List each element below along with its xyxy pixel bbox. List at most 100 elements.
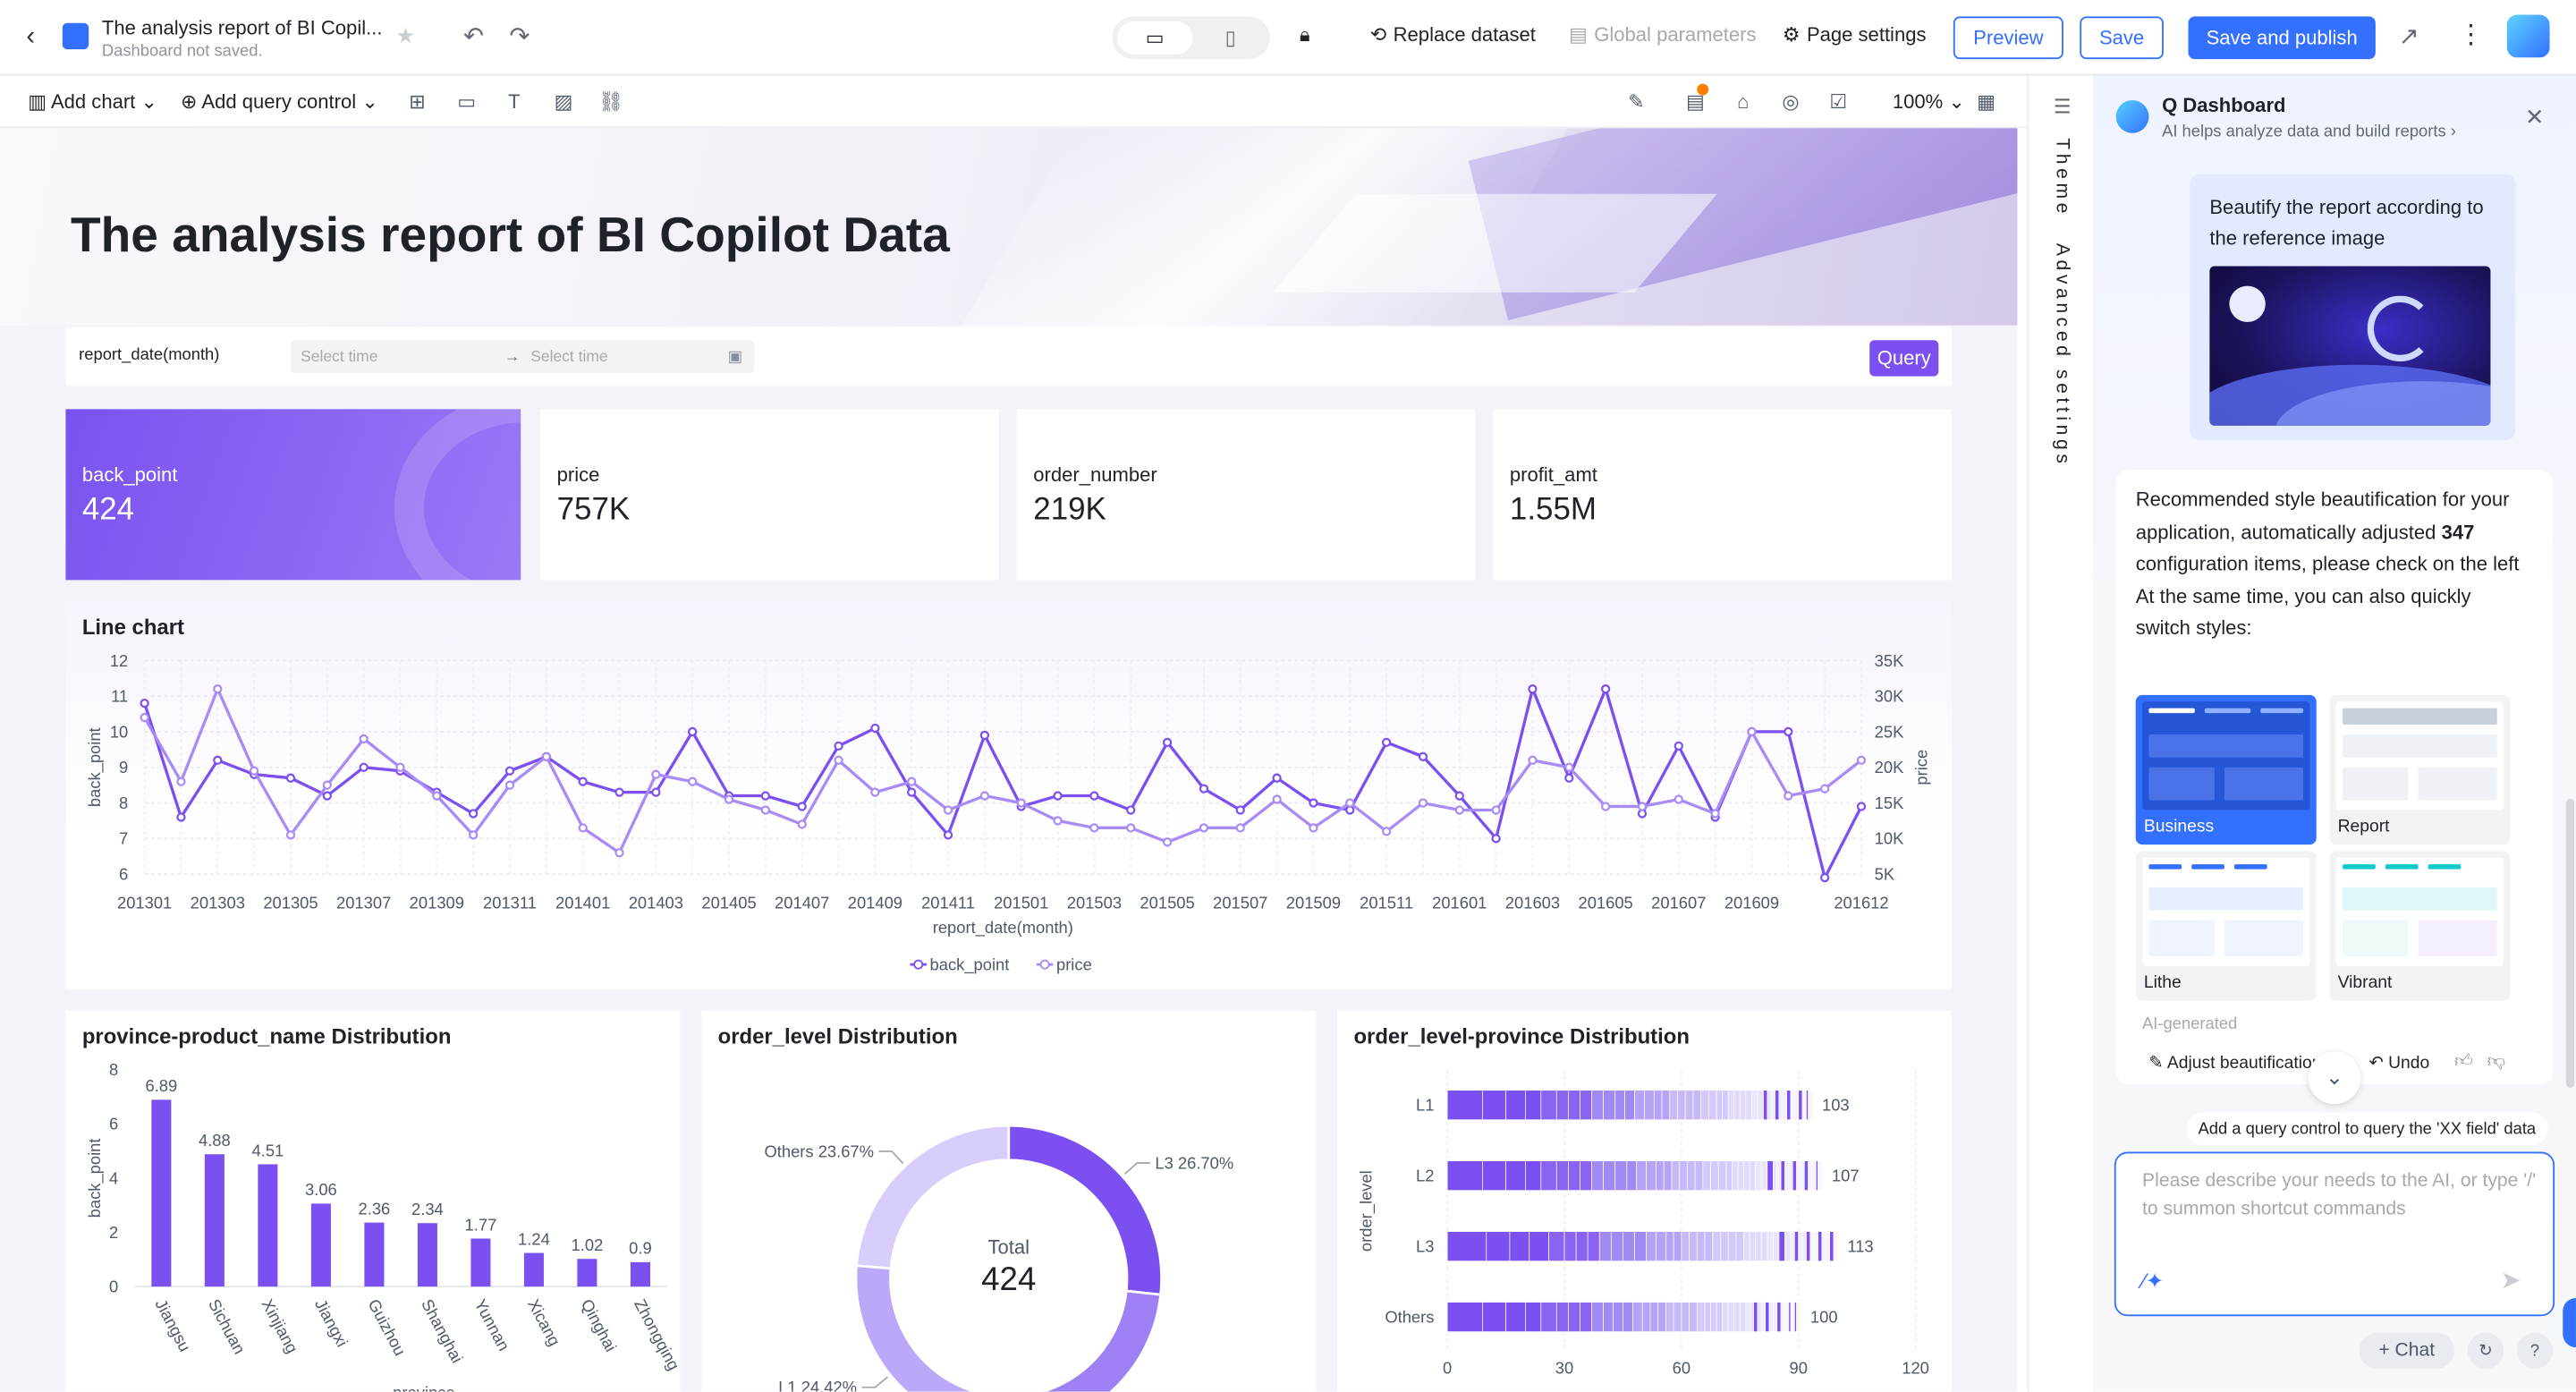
side-handle[interactable] [2563, 1297, 2576, 1348]
theme-tab[interactable]: Theme [2052, 138, 2072, 217]
magic-icon[interactable]: ✎ [1628, 90, 1645, 114]
style-option-vibrant[interactable]: Vibrant [2329, 851, 2511, 1001]
bar-segment [1669, 1090, 1678, 1121]
style-option-report[interactable]: Report [2329, 694, 2511, 845]
undo-button[interactable]: ↶ Undo [2368, 1053, 2430, 1074]
replace-dataset-button[interactable]: ⟲ Replace dataset [1370, 23, 1536, 47]
bar-chart-card[interactable]: province-product_name Distribution 0 2 4 6 8… [65, 1010, 681, 1392]
data-point [1491, 805, 1501, 815]
query-button[interactable]: Query [1869, 340, 1939, 377]
redo-icon[interactable]: ↷ [509, 22, 530, 51]
edit-icon: ✎ [2148, 1053, 2164, 1074]
data-point [1053, 816, 1063, 826]
y-tick-label: 2 [109, 1223, 118, 1242]
data-point [760, 791, 771, 801]
image-icon[interactable]: ▨ [554, 90, 573, 114]
end-time-input[interactable]: Select time [530, 348, 608, 367]
start-time-input[interactable]: Select time [301, 348, 378, 367]
style-option-business[interactable]: Business [2135, 694, 2317, 845]
component-icon[interactable]: ⊞ [409, 90, 426, 114]
bar-segment [1760, 1231, 1768, 1262]
page-settings-button[interactable]: ⚙ Page settings [1783, 23, 1927, 47]
scrollbar[interactable] [2565, 798, 2575, 1088]
report-title[interactable]: The analysis report of BI Copil... [101, 16, 383, 40]
view-icon[interactable]: ◎ [1782, 90, 1800, 114]
advanced-settings-tab[interactable]: Advanced settings [2052, 242, 2072, 468]
hbar-chart-card[interactable]: order_level-province Distribution 0 30 60 9… [1337, 1010, 1952, 1392]
filter-label: report_date(month) [79, 346, 220, 365]
donut-chart-card[interactable]: order_level Distribution L3 26.70% L1 24.… [701, 1010, 1317, 1392]
collapse-icon[interactable]: ☰ [2053, 95, 2072, 119]
task-icon[interactable]: ▤ [1686, 90, 1705, 114]
x-tick-label: 201511 [1360, 894, 1413, 912]
bar-segment [1727, 1090, 1735, 1121]
kpi-card[interactable]: price 757K [540, 409, 999, 581]
data-point [1309, 798, 1318, 808]
bar-segment [1757, 1302, 1762, 1333]
bar-segment [1737, 1160, 1745, 1192]
bar-segment [1603, 1090, 1616, 1121]
ai-panel-subtitle[interactable]: AI helps analyze data and build reports … [2162, 123, 2456, 141]
scroll-down-icon[interactable]: ⌄ [2308, 1051, 2361, 1105]
preview-button[interactable]: Preview [1953, 16, 2063, 60]
thumbs-down-icon[interactable]: 👎︎ [2487, 1051, 2506, 1072]
layout-icon[interactable]: ▦ [1977, 90, 1996, 114]
bar-segment [1727, 1231, 1737, 1262]
data-point [140, 712, 149, 723]
reference-image[interactable] [2209, 266, 2491, 426]
help-icon[interactable]: ? [2516, 1332, 2554, 1369]
zoom-select[interactable]: 100% ⌄ [1893, 90, 1965, 114]
add-chart-button[interactable]: ▥ Add chart ⌄ [28, 90, 157, 114]
save-publish-button[interactable]: Save and publish [2188, 16, 2376, 60]
data-point [651, 769, 661, 779]
data-point [1784, 791, 1793, 801]
y-axis-label: back_point [85, 1139, 105, 1218]
date-range-picker[interactable]: Select time → Select time ▣ [291, 340, 755, 373]
mobile-icon[interactable]: ▯ [1224, 26, 1236, 50]
close-icon[interactable]: ✕ [2525, 103, 2545, 131]
bar-segment [1687, 1160, 1696, 1192]
lock-icon[interactable]: 🔒︎ [1299, 22, 1310, 47]
undo-icon[interactable]: ↶ [462, 22, 485, 51]
link-icon[interactable]: ⛓ [598, 90, 624, 114]
send-icon[interactable]: ➤ [2500, 1267, 2521, 1295]
ai-input[interactable]: Please describe your needs to the AI, or… [2114, 1151, 2555, 1317]
external-link-icon[interactable]: ↗ [2398, 22, 2419, 51]
kpi-card[interactable]: back_point 424 [65, 409, 521, 581]
series-line-price [143, 684, 1862, 855]
tab-component-icon[interactable]: ▭ [457, 90, 477, 114]
data-point [1089, 823, 1099, 833]
building-icon[interactable]: ⌂ [1737, 90, 1750, 114]
more-icon[interactable]: ⋮ [2457, 21, 2485, 50]
bar-value-label: 3.06 [305, 1180, 337, 1199]
kpi-label: back_point [81, 463, 178, 487]
add-query-control-button[interactable]: ⊕ Add query control ⌄ [181, 90, 378, 114]
style-option-lithe[interactable]: Lithe [2135, 851, 2317, 1001]
thumbs-up-icon[interactable]: 👍︎ [2454, 1051, 2474, 1072]
global-parameters-button[interactable]: ▤ Global parameters [1569, 23, 1756, 47]
slice-label: L3 26.70% [1155, 1153, 1233, 1172]
star-icon[interactable]: ★ [395, 22, 416, 48]
kpi-card[interactable]: profit_amt 1.55M [1493, 409, 1952, 581]
q-dashboard-avatar[interactable] [2506, 14, 2550, 58]
kpi-value: 424 [81, 493, 135, 528]
data-point [541, 751, 551, 761]
suggestion-chip[interactable]: Add a query control to query the 'XX fie… [2186, 1112, 2548, 1146]
data-point [1600, 684, 1611, 694]
history-icon[interactable]: ↻ [2467, 1332, 2504, 1369]
desktop-icon[interactable]: ▭ [1116, 21, 1193, 55]
save-button[interactable]: Save [2080, 16, 2164, 60]
bar-segment [1671, 1160, 1681, 1192]
kpi-card[interactable]: order_number 219K [1016, 409, 1476, 581]
magic-wand-icon[interactable]: ⁄✦ [2142, 1268, 2165, 1294]
check-icon[interactable]: ☑ [1829, 90, 1848, 114]
back-arrow-icon[interactable]: ‹ [26, 22, 36, 51]
data-point [1856, 802, 1867, 811]
text-icon[interactable]: T [508, 90, 521, 114]
calendar-icon[interactable]: ▣ [727, 348, 743, 367]
style-label: Lithe [2143, 972, 2182, 993]
adjust-beautification-button[interactable]: ✎ Adjust beautification [2148, 1053, 2322, 1074]
page-title[interactable]: The analysis report of BI Copilot Data [70, 208, 950, 263]
new-chat-button[interactable]: + Chat [2359, 1332, 2455, 1369]
line-chart-card[interactable]: Line chart 6 7 8 9 10 11 12 5K 10K 15K 20K 25K 30K 35… [65, 601, 1952, 989]
